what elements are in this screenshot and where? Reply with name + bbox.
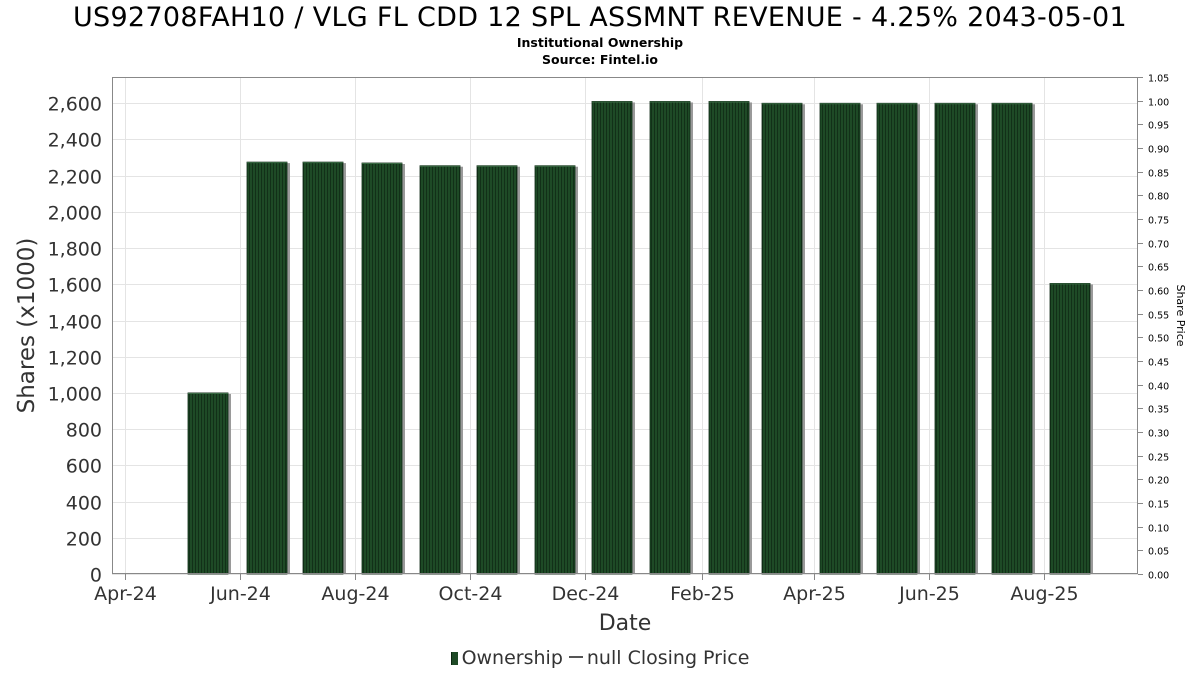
x-tick-label: Dec-24 bbox=[552, 583, 620, 605]
y2-tick-label: 1.00 bbox=[1148, 98, 1169, 109]
y-tick-label: 1,000 bbox=[48, 384, 102, 406]
y2-tick-label: 0.70 bbox=[1148, 240, 1169, 251]
y-tick-label: 2,400 bbox=[48, 130, 102, 152]
y2-tick-label: 0.10 bbox=[1148, 524, 1169, 535]
y-tick-label: 0 bbox=[90, 565, 102, 587]
y2-tick-label: 0.15 bbox=[1148, 500, 1169, 511]
y2-axis-label: Share Price bbox=[1174, 284, 1187, 346]
bar bbox=[708, 101, 752, 575]
plot-frame bbox=[112, 77, 1138, 574]
y2-tick-label: 0.80 bbox=[1148, 192, 1169, 203]
x-tick-label: Feb-25 bbox=[670, 583, 735, 605]
y-tick-label: 600 bbox=[66, 456, 102, 478]
y2-tick-label: 0.00 bbox=[1148, 571, 1169, 582]
legend: Ownership null Closing Price bbox=[0, 647, 1200, 669]
bar bbox=[187, 392, 231, 575]
x-tick-label: Oct-24 bbox=[439, 583, 503, 605]
bar bbox=[361, 162, 405, 575]
y2-tick-label: 0.50 bbox=[1148, 334, 1169, 345]
x-tick-label: Apr-24 bbox=[94, 583, 157, 605]
y2-tick-label: 0.65 bbox=[1148, 263, 1169, 274]
y2-tick-label: 0.75 bbox=[1148, 216, 1169, 227]
y2-tick-label: 0.05 bbox=[1148, 547, 1169, 558]
y2-tick-label: 0.85 bbox=[1148, 169, 1169, 180]
y-tick-label: 1,800 bbox=[48, 239, 102, 261]
ownership-legend-swatch bbox=[450, 652, 458, 665]
closing-price-legend-line bbox=[568, 656, 583, 658]
bars bbox=[187, 101, 1093, 575]
y-tick-label: 2,000 bbox=[48, 203, 102, 225]
y-tick-label: 1,400 bbox=[48, 312, 102, 334]
y-tick-label: 800 bbox=[66, 420, 102, 442]
x-tick-label: Aug-25 bbox=[1010, 583, 1078, 605]
y2-tick-label: 0.60 bbox=[1148, 287, 1169, 298]
legend-label-ownership: Ownership bbox=[461, 647, 563, 669]
chart-title: US92708FAH10 / VLG FL CDD 12 SPL ASSMNT … bbox=[72, 2, 1128, 33]
bar bbox=[476, 165, 520, 575]
legend-label-closing-price: null Closing Price bbox=[586, 647, 750, 669]
y2-tick-label: 0.55 bbox=[1148, 311, 1169, 322]
y-tick-label: 1,200 bbox=[48, 348, 102, 370]
y2-tick-label: 0.45 bbox=[1148, 358, 1169, 369]
x-tick-label: Jun-24 bbox=[209, 583, 271, 605]
y-tick-label: 400 bbox=[66, 493, 102, 515]
bar bbox=[934, 102, 978, 575]
y2-tick-label: 1.05 bbox=[1148, 74, 1169, 85]
y-tick-label: 2,600 bbox=[48, 94, 102, 116]
y2-tick-label: 0.90 bbox=[1148, 145, 1169, 156]
x-tick-label: Aug-24 bbox=[321, 583, 389, 605]
y-tick-label: 1,600 bbox=[48, 275, 102, 297]
chart-subtitle: Institutional Ownership bbox=[516, 35, 684, 50]
bar bbox=[534, 165, 578, 575]
bar bbox=[876, 102, 920, 575]
bar bbox=[649, 101, 693, 575]
y-tick-label: 2,200 bbox=[48, 167, 102, 189]
bar bbox=[1049, 283, 1093, 575]
bar bbox=[991, 102, 1035, 575]
y2-tick-label: 0.40 bbox=[1148, 382, 1169, 393]
x-tick-label: Jun-25 bbox=[898, 583, 960, 605]
y2-tick-label: 0.25 bbox=[1148, 453, 1169, 464]
chart-source: Source: Fintel.io bbox=[542, 52, 658, 67]
bar bbox=[419, 165, 463, 575]
bar bbox=[302, 161, 346, 575]
axes: 0 200 400 600 800 1,000 1,200 1,400 1,600 1,800 2,… bbox=[48, 74, 1170, 606]
y-tick-label: 200 bbox=[66, 529, 102, 551]
y2-tick-label: 0.95 bbox=[1148, 121, 1169, 132]
y2-tick-label: 0.20 bbox=[1148, 476, 1169, 487]
y2-tick-label: 0.30 bbox=[1148, 429, 1169, 440]
bar bbox=[246, 161, 290, 575]
x-tick-label: Apr-25 bbox=[783, 583, 846, 605]
bar bbox=[761, 102, 805, 575]
y2-tick-label: 0.35 bbox=[1148, 405, 1169, 416]
x-axis-label: Date bbox=[599, 611, 652, 636]
bar bbox=[591, 101, 635, 575]
bar bbox=[819, 102, 863, 575]
y-axis-label: Shares (x1000) bbox=[14, 238, 40, 414]
